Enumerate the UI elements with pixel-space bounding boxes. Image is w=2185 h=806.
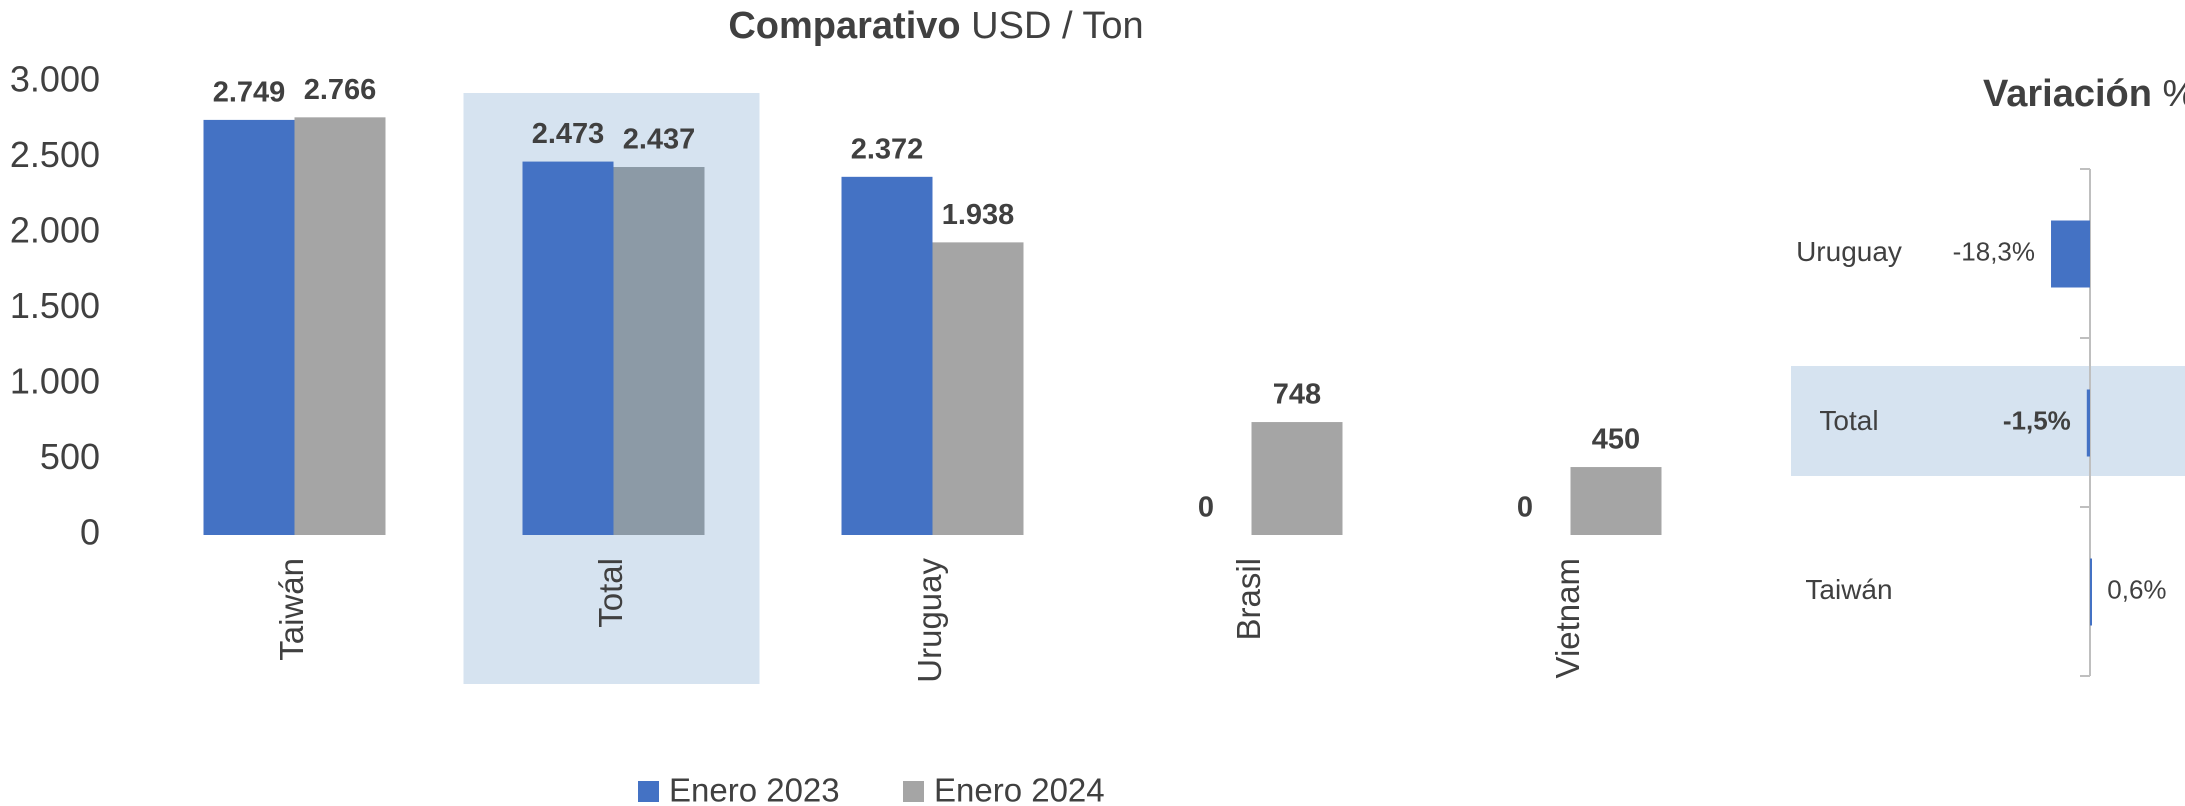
legend-label: Enero 2023 [669,772,840,806]
y-tick-label: Taiwán [1805,574,1892,605]
y-tick-label: 3.000 [10,59,100,100]
bar [1251,422,1343,535]
data-label: -1,5% [2003,405,2071,435]
title-rest: % [2163,73,2185,115]
chart-title: Variación % [1983,73,2185,115]
data-label: 2.372 [851,133,924,165]
x-tick-label: Brasil [1230,558,1267,641]
bar [932,242,1024,535]
x-tick-label: Taiwán [273,558,310,661]
chart-title: Comparativo USD / Ton [728,5,1143,47]
bar [1570,467,1662,535]
data-label: 0 [1198,492,1214,524]
bar [522,161,614,535]
bar [2090,558,2092,626]
y-tick-label: 0 [80,512,100,553]
highlight-band [1791,366,2185,476]
legend-swatch [638,781,659,802]
bar [203,119,295,535]
title-rest: USD / Ton [971,5,1143,47]
x-tick-label: Vietnam [1549,558,1586,678]
y-tick-label: 2.000 [10,210,100,251]
data-label: 2.766 [304,74,377,106]
data-label: 748 [1273,379,1321,411]
bar [2051,220,2090,288]
legend-label: Enero 2024 [934,772,1105,806]
y-tick-label: Uruguay [1796,236,1902,267]
y-tick-label: 2.500 [10,134,100,175]
data-label: 0 [1517,492,1533,524]
y-tick-label: 1.500 [10,285,100,326]
data-label: -18,3% [1953,236,2035,266]
data-label: 450 [1592,424,1640,456]
bar [841,176,933,535]
title-bold: Comparativo [728,5,960,47]
x-tick-label: Uruguay [911,558,948,683]
x-tick-label: Total [592,558,629,628]
bar [2086,389,2090,457]
bar [613,167,705,535]
data-label: 2.473 [532,118,605,150]
y-tick-label: 500 [40,436,100,477]
bar [294,117,386,536]
title-bold: Variación [1983,73,2152,115]
y-tick-label: Total [1819,405,1878,436]
data-label: 2.437 [623,124,696,156]
y-tick-label: 1.000 [10,361,100,402]
data-label: 2.749 [213,77,286,109]
data-label: 1.938 [942,199,1015,231]
data-label: 0,6% [2107,574,2166,604]
legend-swatch [903,781,924,802]
